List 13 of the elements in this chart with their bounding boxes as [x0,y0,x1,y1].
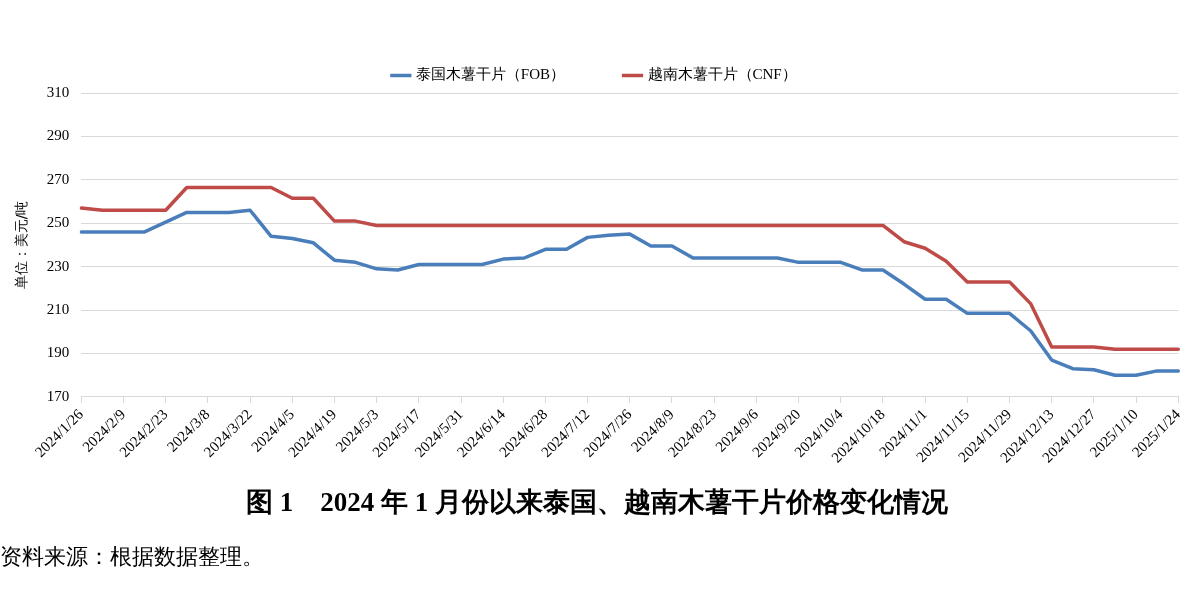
legend-label: 越南木薯干片（CNF） [647,66,797,83]
text: 资料来源：根据数据整理。 [0,543,265,571]
legend-label: 泰国木薯干片（FOB） [415,66,566,83]
y-tick-label: 230 [46,257,70,274]
text: 图 1 2024 年 1 月份以来泰国、越南木薯干片价格变化情况 [245,486,949,519]
y-tick-label: 290 [46,127,70,144]
y-tick-label: 270 [46,170,70,187]
y-tick-label: 170 [46,387,70,404]
y-axis-title: 单位：美元/吨 [13,200,30,290]
y-tick-label: 250 [46,214,70,231]
y-tick-label: 210 [46,301,70,318]
y-tick-label: 310 [46,83,70,100]
y-tick-label: 190 [46,344,70,361]
